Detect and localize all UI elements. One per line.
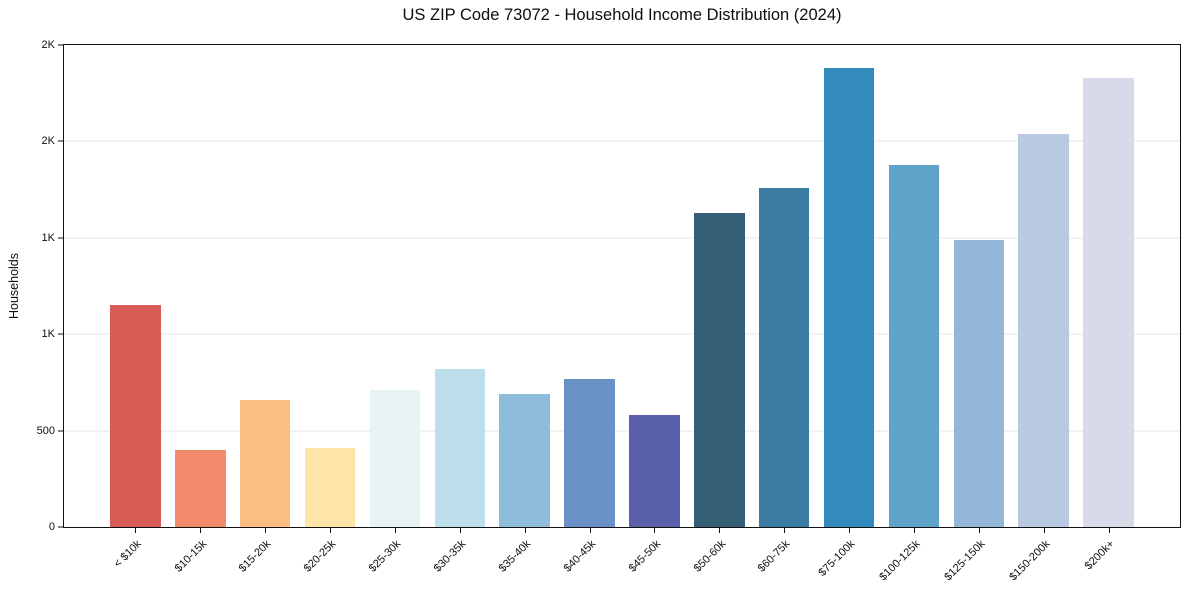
x-tick-mark: [589, 528, 591, 533]
x-tick-mark: [849, 528, 851, 533]
y-tick-label: 0: [48, 521, 55, 533]
bar-slot: $30-35k: [427, 45, 492, 575]
y-tick-mark: [58, 430, 63, 432]
bars: < $10k $10-15k $15-20k $20-25k $25-30k $30-35…: [64, 45, 1180, 583]
x-tick-mark: [1108, 528, 1110, 533]
bar-slot: $75-100k: [817, 45, 882, 579]
gridline: [64, 430, 1180, 432]
y-tick-mark: [58, 237, 63, 239]
y-tick-mark: [58, 333, 63, 335]
bar-slot: $40-45k: [557, 45, 622, 575]
x-tick-mark: [330, 528, 332, 533]
x-tick-mark: [394, 528, 396, 533]
y-tick-mark: [58, 526, 63, 528]
bar-slot: $200k+: [1076, 45, 1141, 572]
bar-slot: $20-25k: [298, 45, 363, 575]
x-tick-label: $100-125k: [877, 538, 923, 584]
x-tick-label: $200k+: [1082, 538, 1118, 573]
x-tick-label: $10-15k: [172, 538, 209, 575]
x-tick-mark: [913, 528, 915, 533]
chart-title: US ZIP Code 73072 - Household Income Dis…: [402, 6, 842, 24]
bar-slot: $10-15k: [168, 45, 233, 575]
x-tick-label: $35-40k: [496, 538, 534, 575]
x-tick-label: $150-200k: [1006, 538, 1053, 584]
x-tick-mark: [265, 528, 267, 533]
bar: [1018, 133, 1069, 527]
x-tick-label: $125-150k: [942, 538, 988, 584]
bar: [304, 447, 356, 527]
gridline: [64, 237, 1180, 239]
x-tick-mark: [784, 528, 786, 533]
bar: [434, 368, 486, 527]
x-tick-label: $30-35k: [431, 538, 469, 575]
bar: [1083, 77, 1134, 527]
bar-slot: < $10k: [103, 45, 168, 570]
bar: [110, 305, 161, 527]
x-tick-label: $20-25k: [301, 538, 339, 575]
x-tick-label: < $10k: [111, 538, 144, 571]
bar-slot: $150-200k: [1007, 45, 1076, 583]
bar: [369, 390, 421, 527]
bar: [239, 399, 291, 527]
y-tick-mark: [58, 140, 63, 142]
y-axis-title: Households: [7, 252, 21, 320]
bar-slot: $100-125k: [877, 45, 947, 583]
grid-layer: [64, 45, 1180, 527]
x-tick-label: $60-75k: [756, 538, 793, 575]
plot-area: < $10k $10-15k $15-20k $20-25k $25-30k $30-35…: [37, 39, 1181, 583]
x-tick-mark: [459, 528, 461, 533]
bar: [888, 164, 940, 527]
y-tick-label: 2K: [41, 135, 55, 148]
y-axis-ticks: 0 500 1K 1K 2K 2K: [37, 39, 1180, 533]
bar: [694, 212, 745, 527]
gridline: [64, 140, 1180, 142]
x-tick-mark: [719, 528, 721, 533]
bar: [823, 68, 875, 527]
x-tick-mark: [654, 528, 656, 533]
y-tick-mark: [58, 44, 63, 46]
x-tick-mark: [524, 528, 526, 533]
x-tick-label: $45-50k: [626, 538, 663, 575]
bar: [953, 239, 1005, 527]
bar: [564, 378, 615, 527]
bar-slot: $125-150k: [942, 45, 1011, 583]
x-tick-mark: [200, 528, 202, 533]
x-tick-label: $15-20k: [237, 538, 274, 575]
bar: [629, 415, 680, 527]
x-tick-label: $50-60k: [691, 538, 728, 575]
y-tick-label: 1K: [41, 231, 55, 244]
y-tick-label: 500: [36, 424, 55, 437]
x-tick-mark: [135, 528, 137, 533]
x-tick-label: $25-30k: [366, 538, 404, 575]
x-tick-label: $40-45k: [561, 538, 599, 575]
y-tick-label: 2K: [41, 39, 55, 51]
bar: [758, 187, 810, 527]
bar-slot: $25-30k: [363, 45, 428, 575]
bar-slot: $50-60k: [687, 45, 752, 575]
y-tick-label: 1K: [41, 328, 55, 341]
bar-slot: $60-75k: [752, 45, 817, 575]
bar-slot: $45-50k: [622, 45, 687, 575]
bar-slot: $35-40k: [492, 45, 557, 575]
bar: [499, 393, 550, 527]
x-tick-mark: [1043, 528, 1045, 533]
x-tick-mark: [978, 528, 980, 533]
bar-slot: $15-20k: [233, 45, 298, 575]
gridline: [64, 333, 1180, 335]
x-tick-label: $75-100k: [816, 538, 858, 579]
bar: [175, 449, 226, 527]
